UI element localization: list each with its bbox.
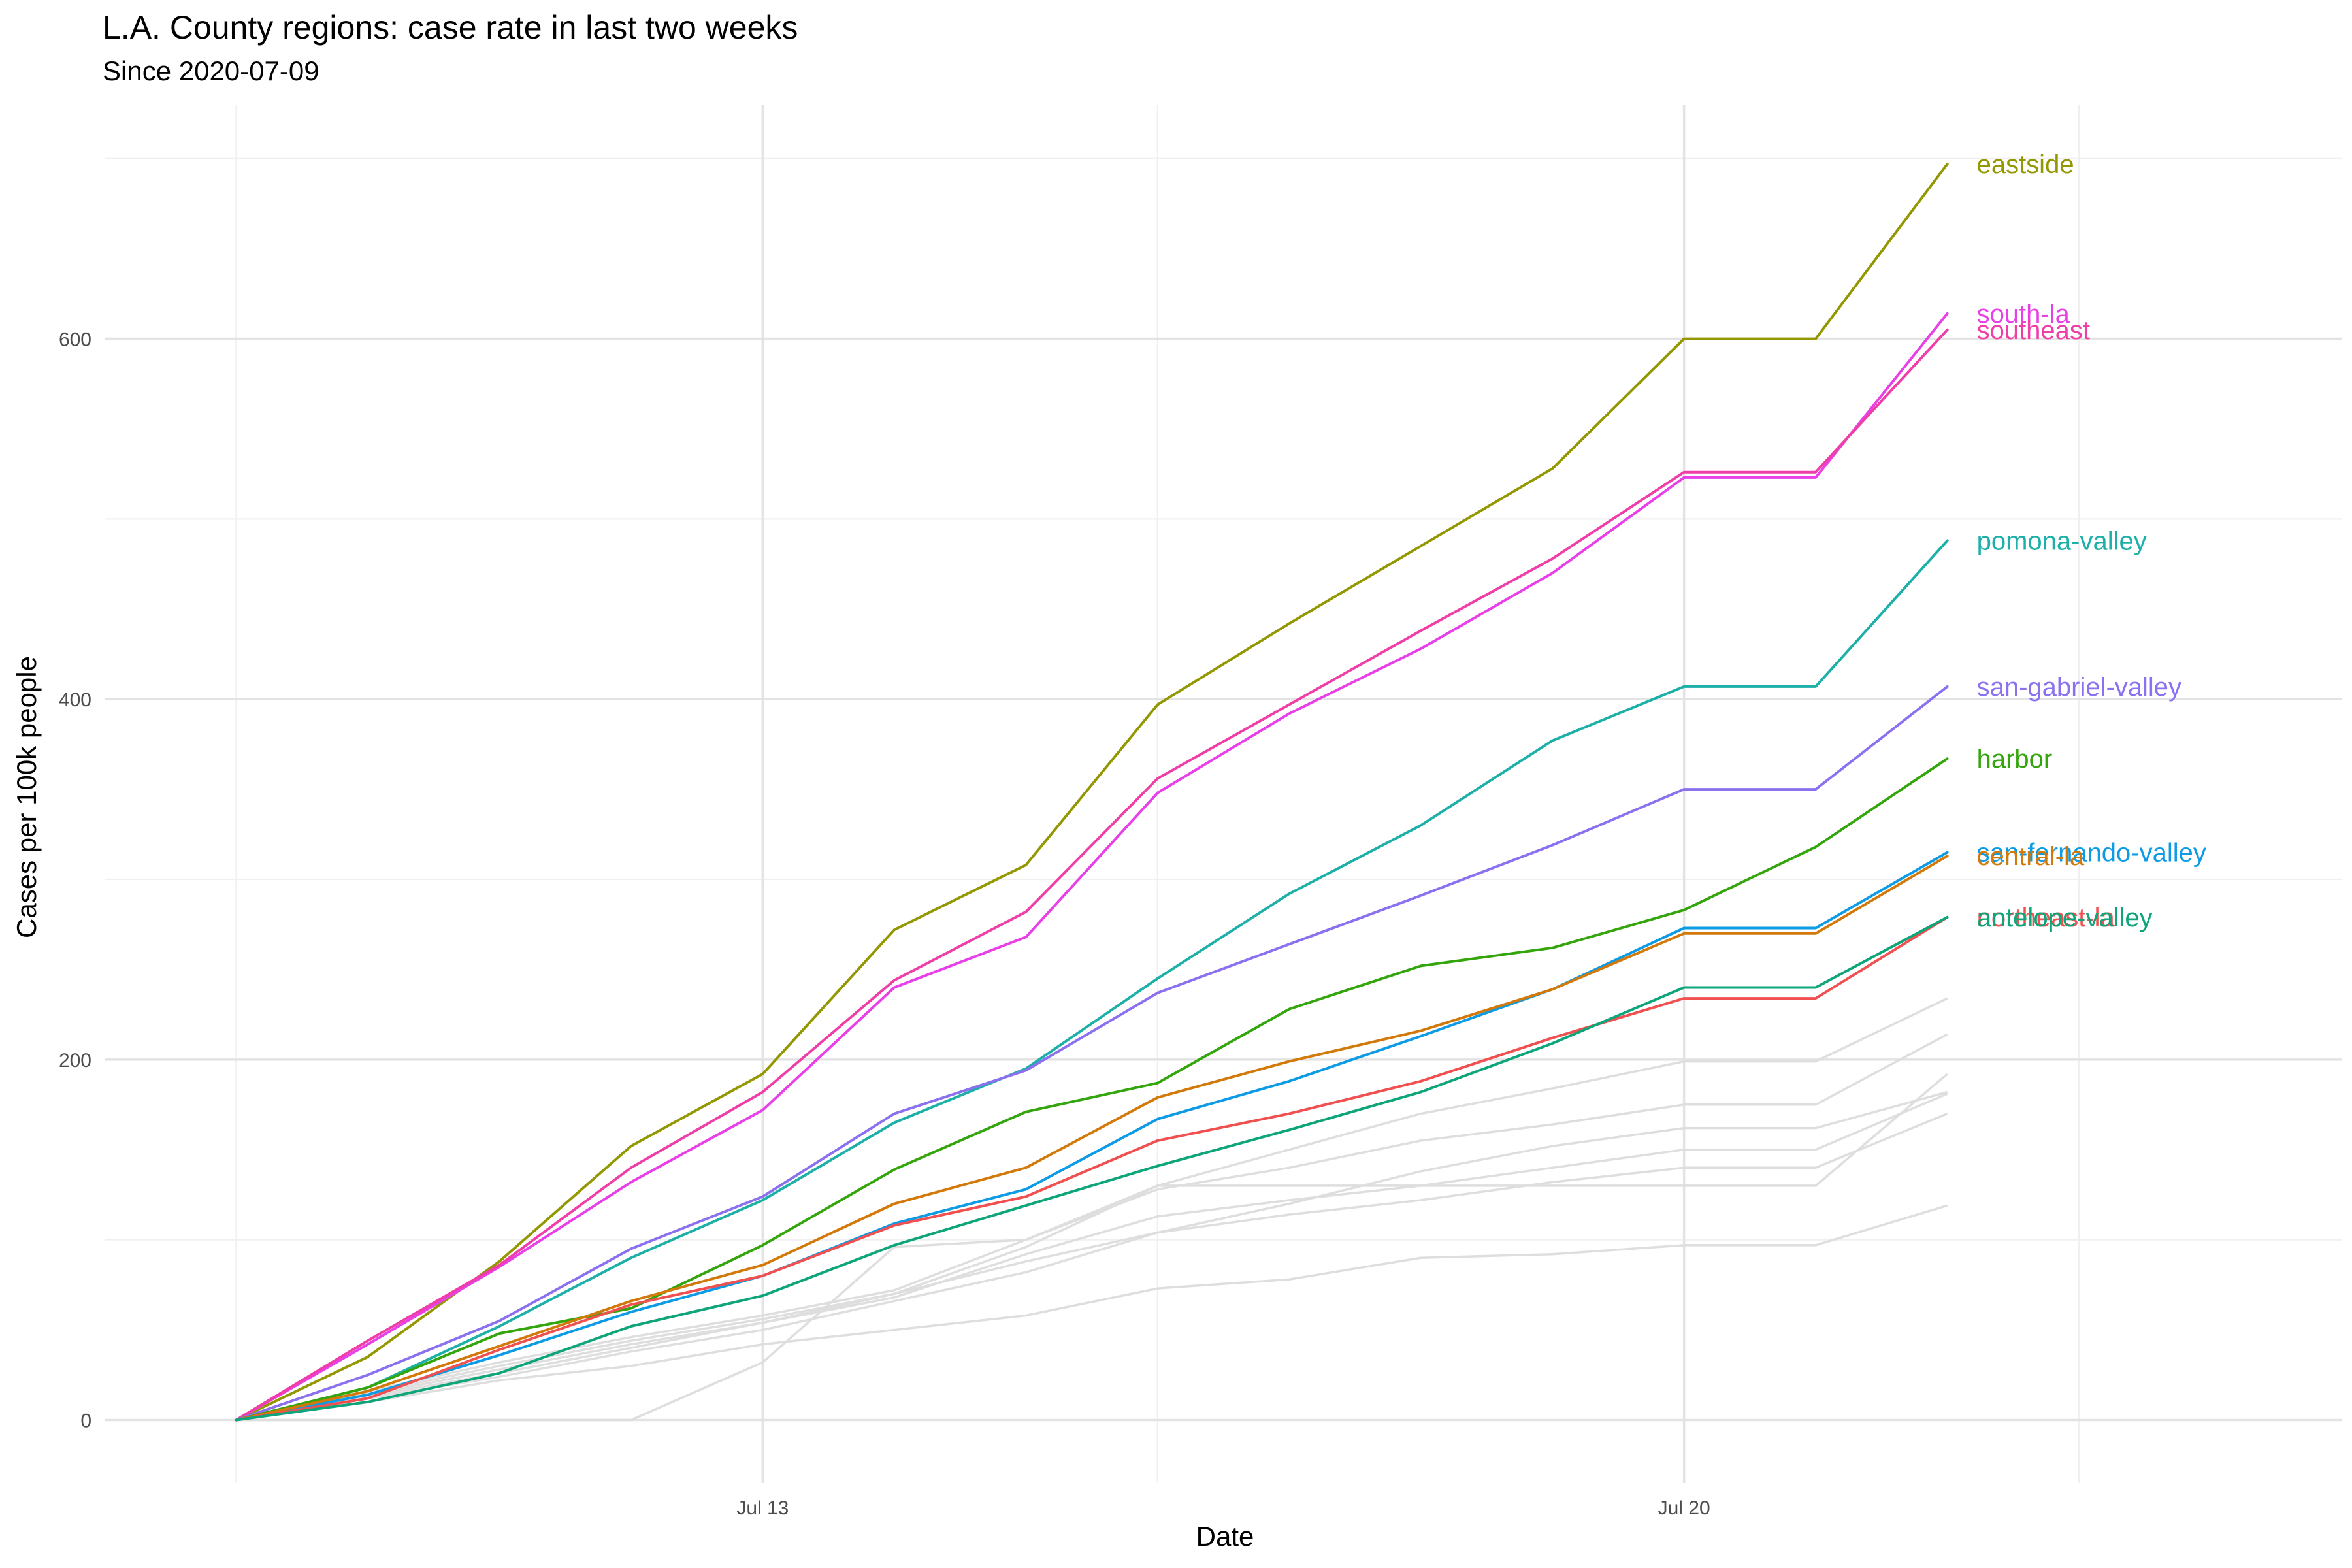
x-tick-label: Jul 13 [736, 1497, 789, 1519]
axis-tick-labels: 0 200 400 600 Jul 13 Jul 20 [59, 329, 1710, 1519]
series-line-south-la [235, 312, 1949, 1422]
series-line-eastside [235, 163, 1949, 1422]
series-label-eastside: eastside [1977, 150, 2074, 179]
chart-subtitle: Since 2020-07-09 [103, 56, 319, 86]
series-line-northeast-la [235, 915, 1949, 1422]
y-tick-label: 400 [59, 689, 91, 711]
series-label-southeast: southeast [1977, 316, 2090, 345]
x-axis-title: Date [1196, 1521, 1254, 1552]
background-series-line [236, 1090, 1948, 1422]
series-line-san-fernando-valley [235, 851, 1949, 1422]
background-series-line [236, 1073, 1948, 1422]
x-tick-label: Jul 20 [1658, 1497, 1710, 1519]
series-line-southeast [235, 328, 1949, 1422]
background-series-line [236, 1112, 1948, 1422]
y-tick-label: 200 [59, 1050, 91, 1071]
background-series-line [236, 1033, 1948, 1422]
background-series-line [236, 1092, 1948, 1422]
series-label-central-la: central-la [1977, 842, 2085, 871]
series-label-northeast-la: northeast-la [1977, 904, 2115, 932]
series-label-san-gabriel-valley: san-gabriel-valley [1977, 673, 2181, 702]
y-axis-title: Cases per 100k people [11, 656, 42, 938]
series-line-central-la [235, 855, 1949, 1422]
series-line-harbor [235, 757, 1949, 1422]
background-series-line [236, 997, 1948, 1422]
series-line-antelope-valley [235, 915, 1949, 1422]
chart-title: L.A. County regions: case rate in last t… [103, 9, 798, 46]
series-label-san-fernando-valley: san-fernando-valley [1977, 839, 2206, 868]
y-tick-label: 0 [80, 1410, 91, 1431]
series-label-south-la: south-la [1977, 300, 2070, 329]
series-label-pomona-valley: pomona-valley [1977, 527, 2147, 555]
background-series-line [236, 1204, 1948, 1422]
series-label-harbor: harbor [1977, 745, 2053, 774]
y-tick-label: 600 [59, 329, 91, 351]
series-lines [235, 163, 1949, 1422]
series-line-san-gabriel-valley [235, 685, 1949, 1422]
series-label-antelope-valley: antelope-valley [1977, 904, 2153, 932]
series-line-pomona-valley [235, 539, 1949, 1422]
